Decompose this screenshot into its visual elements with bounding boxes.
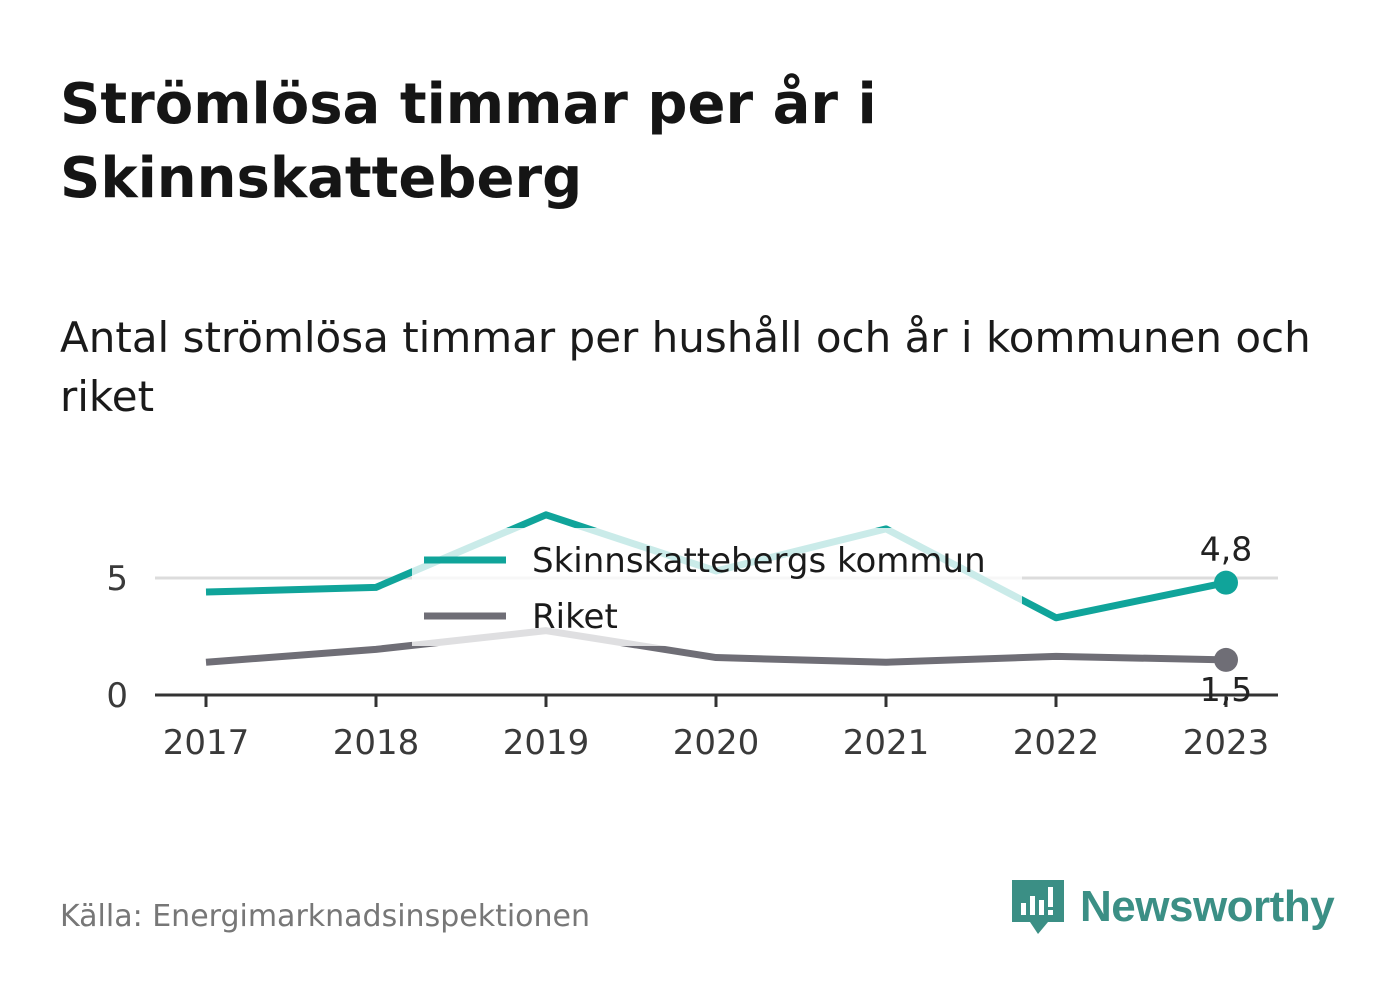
y-tick-label: 0 — [106, 676, 128, 716]
legend-label-1: Riket — [532, 597, 618, 637]
newsworthy-chart-bubble-icon — [1012, 880, 1064, 934]
series-end-point-1 — [1214, 647, 1238, 672]
legend-backdrop — [412, 528, 1022, 646]
series-line-1 — [205, 627, 1227, 666]
x-tick-label: 2019 — [503, 723, 590, 763]
x-tick-label: 2020 — [673, 723, 760, 763]
brand-logo: Newsworthy — [1010, 876, 1335, 938]
legend-label-0: Skinnskattebergs kommun — [532, 541, 986, 581]
x-tick-label: 2021 — [843, 723, 930, 763]
chart-subtitle: Antal strömlösa timmar per hushåll och å… — [60, 313, 1311, 421]
brand-name: Newsworthy — [1080, 882, 1335, 931]
y-tick-label: 5 — [106, 559, 128, 599]
end-value-label-0: 4,8 — [1200, 530, 1252, 569]
end-value-label-1: 1,5 — [1200, 670, 1252, 709]
chart-title: Strömlösa timmar per år i Skinnskatteber… — [60, 72, 877, 211]
x-tick-label: 2022 — [1013, 723, 1100, 763]
x-tick-label: 2018 — [333, 723, 420, 763]
source-note: Källa: Energimarknadsinspektionen — [60, 899, 591, 934]
x-tick-label: 2023 — [1183, 723, 1270, 763]
x-tick-label: 2017 — [163, 723, 250, 763]
series-end-point-0 — [1214, 570, 1238, 595]
